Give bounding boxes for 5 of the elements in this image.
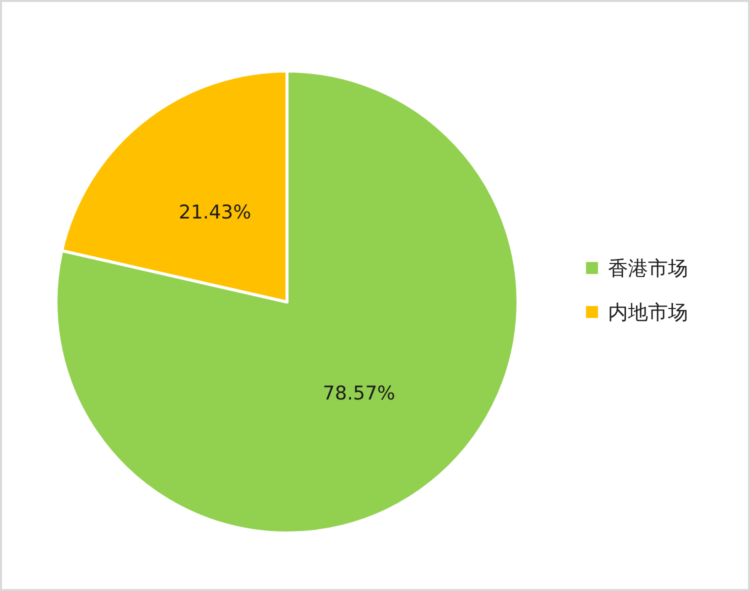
- legend-label: 内地市场: [608, 300, 688, 324]
- data-label: 21.43%: [178, 202, 252, 224]
- data-label: 78.57%: [322, 382, 396, 404]
- legend-label: 香港市场: [608, 256, 688, 280]
- plot: 78.57% 21.43%: [54, 70, 520, 534]
